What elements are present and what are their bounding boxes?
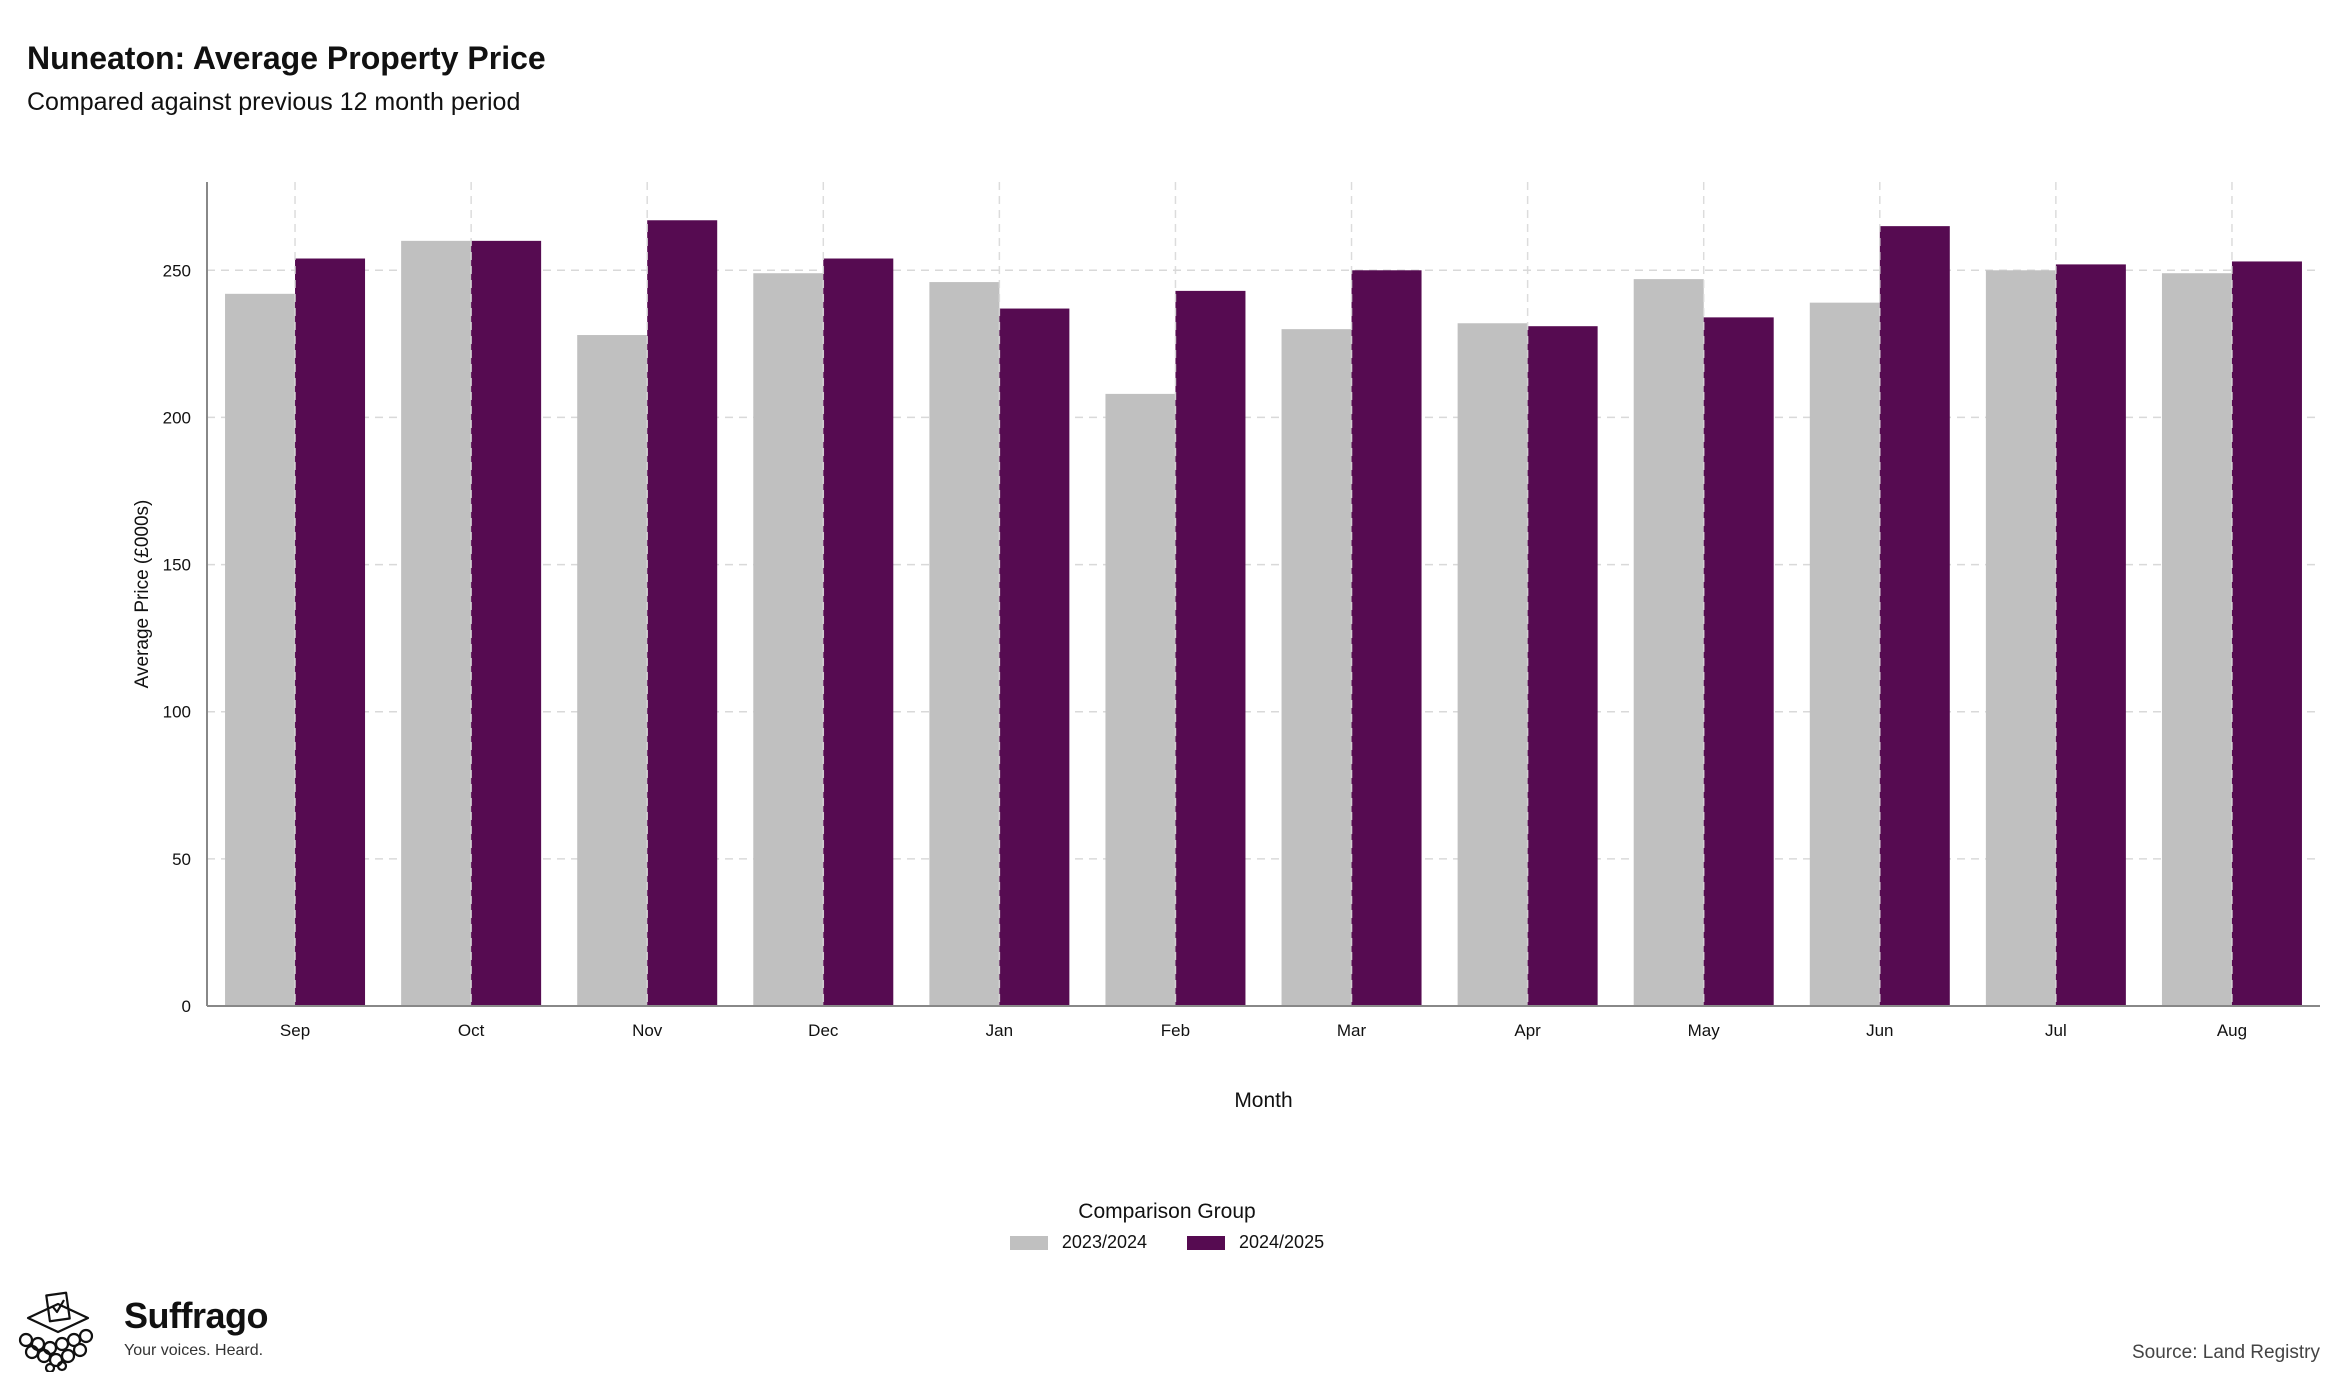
bar (929, 282, 1000, 1006)
legend: Comparison Group 2023/2024 2024/2025 (0, 1200, 2334, 1253)
bar (1457, 323, 1528, 1006)
legend-label-2023-2024: 2023/2024 (1061, 1232, 1147, 1252)
bar (2055, 264, 2126, 1006)
x-tick-label: Jul (2045, 1021, 2067, 1040)
bar (1809, 302, 1880, 1007)
y-tick-label: 250 (163, 261, 191, 280)
bar (2231, 261, 2302, 1006)
bar (1351, 270, 1422, 1006)
x-tick-label: Nov (632, 1021, 663, 1040)
y-tick-label: 200 (163, 408, 191, 427)
brand-tagline: Your voices. Heard. (124, 1342, 264, 1359)
x-tick-label: Jan (986, 1021, 1013, 1040)
brand-name: Suffrago (124, 1295, 269, 1336)
bar (225, 293, 296, 1006)
bar-chart: 0 50 100 150 200 250 Sep Oct Nov Dec Jan Feb Mar Apr M… (132, 182, 2320, 1112)
legend-title: Comparison Group (1078, 1200, 1256, 1223)
bar (1105, 393, 1176, 1006)
bar (647, 220, 718, 1006)
y-tick-label: 0 (182, 997, 191, 1016)
x-tick-label: Oct (458, 1021, 485, 1040)
bar (401, 240, 472, 1006)
legend-swatch-2023-2024 (1009, 1235, 1048, 1250)
bar (577, 335, 648, 1006)
legend-label-2024-2025: 2024/2025 (1239, 1232, 1325, 1252)
bar (2161, 273, 2232, 1006)
legend-item-2024-2025: 2024/2025 (1187, 1232, 1324, 1253)
source-note: Source: Land Registry (2132, 1342, 2320, 1363)
x-tick-label: Mar (1337, 1021, 1367, 1040)
ballot-box-icon (18, 1291, 94, 1372)
bar (753, 273, 824, 1006)
y-axis-label: Average Price (£000s) (132, 500, 153, 689)
x-tick-label: May (1688, 1021, 1721, 1040)
x-tick-label: Feb (1161, 1021, 1190, 1040)
x-tick-label: Jun (1866, 1021, 1893, 1040)
bar (1175, 290, 1246, 1006)
x-tick-label: Sep (280, 1021, 310, 1040)
bar (1527, 326, 1598, 1006)
bar (999, 308, 1070, 1006)
bar (471, 240, 542, 1006)
bar (1985, 270, 2056, 1006)
bar (1633, 279, 1704, 1007)
brand-logo: Suffrago Your voices. Heard. (14, 1290, 269, 1372)
chart-title: Nuneaton: Average Property Price (27, 40, 546, 76)
x-tick-label: Dec (808, 1021, 839, 1040)
bar (1703, 317, 1774, 1006)
bar (295, 258, 366, 1006)
bar (1281, 329, 1352, 1007)
legend-swatch-2024-2025 (1187, 1235, 1225, 1250)
bar (823, 258, 894, 1006)
legend-item-2023-2024: 2023/2024 (1009, 1232, 1147, 1253)
x-tick-label: Aug (2217, 1021, 2247, 1040)
bar (1879, 226, 1950, 1007)
x-tick-label: Apr (1514, 1021, 1541, 1040)
y-tick-label: 150 (163, 556, 191, 575)
y-tick-label: 50 (172, 850, 191, 869)
chart-subtitle: Compared against previous 12 month perio… (27, 88, 521, 116)
y-tick-label: 100 (163, 703, 191, 722)
x-axis-label: Month (1234, 1089, 1292, 1112)
